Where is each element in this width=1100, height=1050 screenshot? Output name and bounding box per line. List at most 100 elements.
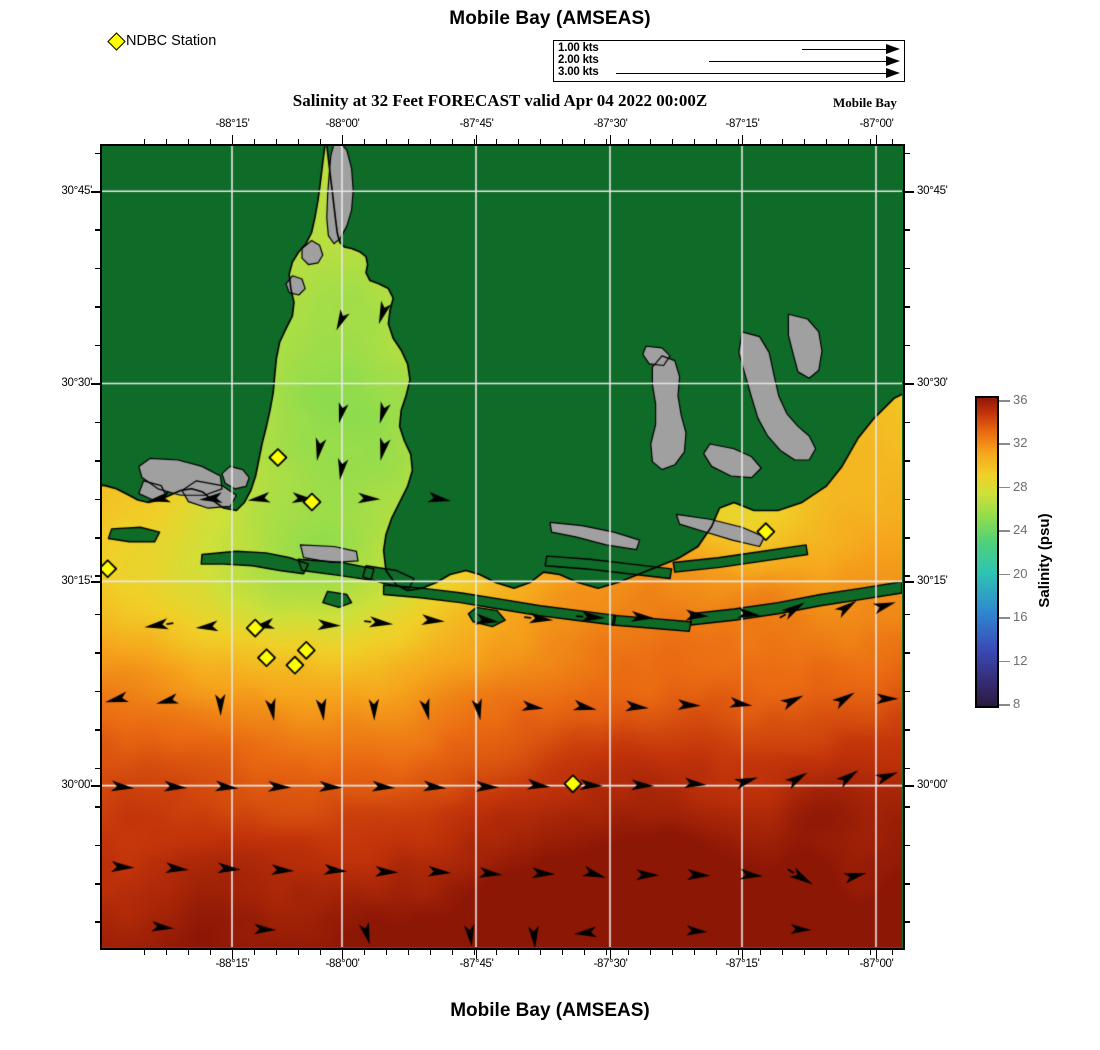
axis-tick <box>473 139 476 144</box>
axis-tick <box>517 139 520 144</box>
axis-tick <box>451 139 454 144</box>
colorbar-tick-label: 24 <box>1013 522 1028 538</box>
x-axis-label: -88°00' <box>325 958 360 970</box>
axis-tick <box>451 950 454 955</box>
region-label: Mobile Bay <box>833 95 897 110</box>
axis-tick <box>905 690 910 693</box>
x-axis-label: -88°00' <box>325 118 360 130</box>
axis-tick <box>759 950 762 955</box>
axis-tick <box>95 498 100 501</box>
x-axis-label: -87°30' <box>593 958 628 970</box>
axis-tick <box>875 135 878 144</box>
axis-tick <box>319 950 322 955</box>
axis-tick <box>905 344 910 347</box>
axis-tick <box>609 135 612 144</box>
axis-tick <box>781 950 784 955</box>
y-axis-label: 30°45' <box>917 184 948 197</box>
axis-tick <box>905 729 910 731</box>
axis-tick <box>475 950 478 959</box>
axis-tick <box>905 806 910 808</box>
axis-tick <box>165 950 168 955</box>
chart-subtitle: Salinity at 32 Feet FORECAST valid Apr 0… <box>292 91 708 110</box>
vector-arrowhead-icon <box>886 55 900 66</box>
axis-tick <box>905 383 914 385</box>
axis-tick <box>385 950 388 955</box>
y-axis-label: 30°00' <box>61 779 92 792</box>
axis-tick <box>605 139 608 144</box>
axis-tick <box>803 139 806 144</box>
y-axis-label: 30°15' <box>917 574 948 587</box>
vector-shaft <box>802 49 887 51</box>
axis-tick <box>693 139 696 144</box>
ndbc-station-legend: NDBC Station <box>107 31 217 51</box>
axis-tick <box>91 581 100 583</box>
vector-scale-row: 1.00 kts <box>554 42 904 55</box>
vector-scale-label: 2.00 kts <box>558 54 599 66</box>
axis-tick <box>319 139 322 144</box>
axis-tick <box>891 139 894 144</box>
axis-tick <box>407 139 410 144</box>
axis-tick <box>781 139 784 144</box>
current-vector-scale-legend: 1.00 kts 2.00 kts 3.00 kts <box>553 40 905 82</box>
axis-tick <box>905 460 910 462</box>
axis-tick <box>95 344 100 347</box>
axis-tick <box>91 190 100 193</box>
axis-tick <box>759 139 762 144</box>
colorbar-tick-label: 12 <box>1013 652 1028 668</box>
colorbar-tick <box>999 660 1010 663</box>
axis-tick <box>429 139 432 144</box>
y-axis-label: 30°15' <box>61 574 92 587</box>
axis-tick <box>275 950 278 955</box>
axis-tick <box>847 139 850 144</box>
axis-tick <box>905 581 914 583</box>
axis-tick <box>561 950 564 955</box>
x-axis-label: -87°15' <box>725 958 760 970</box>
axis-tick <box>253 950 256 955</box>
colorbar-tick-label: 16 <box>1013 609 1028 625</box>
colorbar-tick-label: 32 <box>1013 435 1028 451</box>
axis-tick <box>253 139 256 144</box>
axis-tick <box>583 139 586 144</box>
axis-tick <box>429 950 432 955</box>
axis-tick <box>187 139 190 144</box>
axis-tick <box>869 139 872 144</box>
colorbar-tick <box>999 443 1010 445</box>
axis-tick <box>95 460 100 462</box>
axis-tick <box>905 152 910 155</box>
bottom-caption: Mobile Bay (AMSEAS) <box>450 1000 650 1021</box>
axis-tick <box>539 950 542 955</box>
axis-tick <box>671 950 674 955</box>
axis-tick <box>905 229 910 231</box>
axis-tick <box>825 139 828 144</box>
axis-tick <box>209 950 212 955</box>
axis-tick <box>363 139 366 144</box>
x-axis-label: -87°00' <box>859 118 894 130</box>
axis-tick <box>385 139 388 144</box>
axis-tick <box>143 139 146 144</box>
salinity-map-plot[interactable] <box>100 144 905 950</box>
axis-tick <box>95 767 100 770</box>
colorbar-tick-label: 8 <box>1013 696 1021 711</box>
colorbar-tick-label: 20 <box>1013 565 1028 581</box>
axis-tick <box>95 921 100 924</box>
axis-tick <box>649 139 652 144</box>
x-axis-label: -87°15' <box>725 118 760 130</box>
axis-tick <box>275 139 278 144</box>
x-axis-label: -87°45' <box>459 958 494 970</box>
axis-tick <box>561 139 564 144</box>
ndbc-station-legend-label: NDBC Station <box>126 33 217 49</box>
diamond-marker-icon <box>107 31 126 51</box>
axis-tick <box>609 950 612 959</box>
axis-tick <box>363 950 366 955</box>
axis-tick <box>905 575 910 578</box>
axis-tick <box>741 135 744 144</box>
axis-tick <box>341 135 344 144</box>
axis-tick <box>539 139 542 144</box>
axis-tick <box>583 950 586 955</box>
x-axis-label: -88°15' <box>215 118 250 130</box>
salinity-field-canvas <box>102 146 902 947</box>
axis-tick <box>671 139 674 144</box>
axis-tick <box>905 421 910 424</box>
x-axis-label: -87°30' <box>593 118 628 130</box>
axis-tick <box>905 267 910 270</box>
